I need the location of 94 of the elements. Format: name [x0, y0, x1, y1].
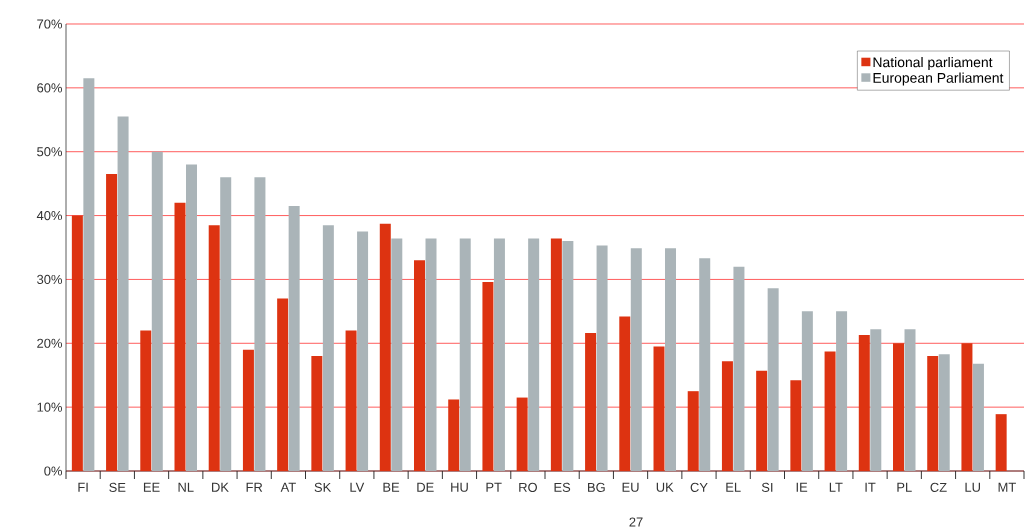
text: 27 — [629, 517, 643, 527]
bar — [208, 225, 220, 471]
bar — [699, 258, 711, 471]
bar — [357, 231, 369, 471]
y-tick-label: 30% — [37, 274, 63, 285]
x-tick-label: DE — [417, 482, 434, 492]
x-tick-label: HU — [451, 482, 468, 492]
x-tick-label: FR — [246, 482, 263, 492]
x-tick-label: LU — [965, 482, 980, 492]
bar — [824, 351, 836, 471]
bar — [425, 238, 437, 471]
bar — [836, 311, 848, 471]
bar — [414, 260, 425, 471]
legend-label: European Parliament — [873, 72, 1004, 86]
bar — [254, 177, 266, 471]
bar — [459, 238, 471, 471]
bar — [550, 238, 562, 471]
bar — [585, 333, 597, 471]
x-tick-label: PL — [897, 482, 912, 492]
x-tick-label: BG — [588, 482, 605, 492]
bar — [186, 164, 197, 471]
x-tick-label: AT — [280, 482, 296, 492]
bar — [596, 245, 608, 471]
bar — [83, 78, 95, 471]
bar — [391, 238, 403, 471]
x-tick-label: DK — [212, 482, 229, 492]
x-tick-label: IT — [865, 482, 876, 492]
bar — [733, 266, 745, 471]
bar — [858, 334, 870, 471]
bar — [151, 151, 163, 471]
bar — [106, 174, 118, 471]
bar — [345, 330, 357, 471]
x-tick-label: SI — [761, 482, 773, 492]
bar — [140, 330, 152, 471]
bar — [288, 205, 300, 471]
y-tick-label: 60% — [37, 83, 63, 93]
y-tick-label: 70% — [37, 19, 63, 29]
bar — [972, 363, 984, 471]
x-tick-label: EL — [726, 482, 741, 492]
bar — [448, 399, 460, 471]
bar — [322, 225, 334, 471]
bar — [493, 238, 505, 471]
x-tick-label: BE — [383, 482, 400, 492]
y-tick-label: 0% — [44, 466, 63, 476]
bar — [927, 356, 939, 471]
x-tick-label: PT — [486, 482, 502, 492]
x-tick-label: LT — [829, 482, 843, 492]
bar — [904, 329, 916, 471]
x-tick-label: MT — [998, 482, 1016, 492]
bar — [767, 288, 779, 471]
x-tick-label: NL — [178, 482, 194, 492]
bar — [311, 356, 323, 471]
x-tick-label: FI — [78, 482, 88, 492]
bar — [870, 329, 882, 471]
bar — [174, 202, 186, 471]
bar — [528, 238, 540, 471]
bar — [630, 248, 642, 471]
bar — [619, 316, 631, 471]
legend-label: National parliament — [873, 57, 993, 71]
bar — [665, 248, 677, 471]
bar — [117, 116, 129, 471]
bar — [790, 380, 802, 471]
y-tick-label: 20% — [37, 338, 63, 348]
bar — [71, 215, 83, 471]
bar — [653, 346, 665, 471]
bar — [482, 281, 494, 471]
bar — [220, 177, 232, 471]
bar — [995, 414, 1007, 471]
x-tick-label: EU — [622, 482, 639, 492]
x-tick-label: CZ — [930, 482, 947, 492]
y-tick-label: 50% — [37, 147, 63, 157]
bar — [756, 370, 768, 471]
y-tick-label: 40% — [36, 210, 63, 221]
x-tick-label: SK — [314, 482, 332, 492]
bar — [277, 298, 289, 471]
bar — [242, 349, 254, 471]
x-tick-label: SE — [109, 482, 126, 492]
x-tick-label: IE — [796, 482, 808, 492]
bar — [893, 343, 905, 471]
bar — [938, 354, 950, 471]
x-tick-label: UK — [656, 482, 674, 492]
x-tick-label: ES — [554, 482, 571, 492]
bar — [961, 343, 973, 471]
x-tick-label: LV — [350, 482, 365, 492]
bar — [516, 397, 528, 471]
x-tick-label: EE — [143, 482, 160, 492]
bar — [801, 311, 813, 471]
bar — [379, 223, 391, 471]
x-tick-label: CY — [690, 482, 708, 492]
x-tick-label: RO — [519, 482, 537, 492]
y-tick-label: 10% — [37, 402, 63, 412]
bar — [562, 241, 574, 471]
bar — [687, 391, 699, 471]
bar — [721, 361, 733, 471]
